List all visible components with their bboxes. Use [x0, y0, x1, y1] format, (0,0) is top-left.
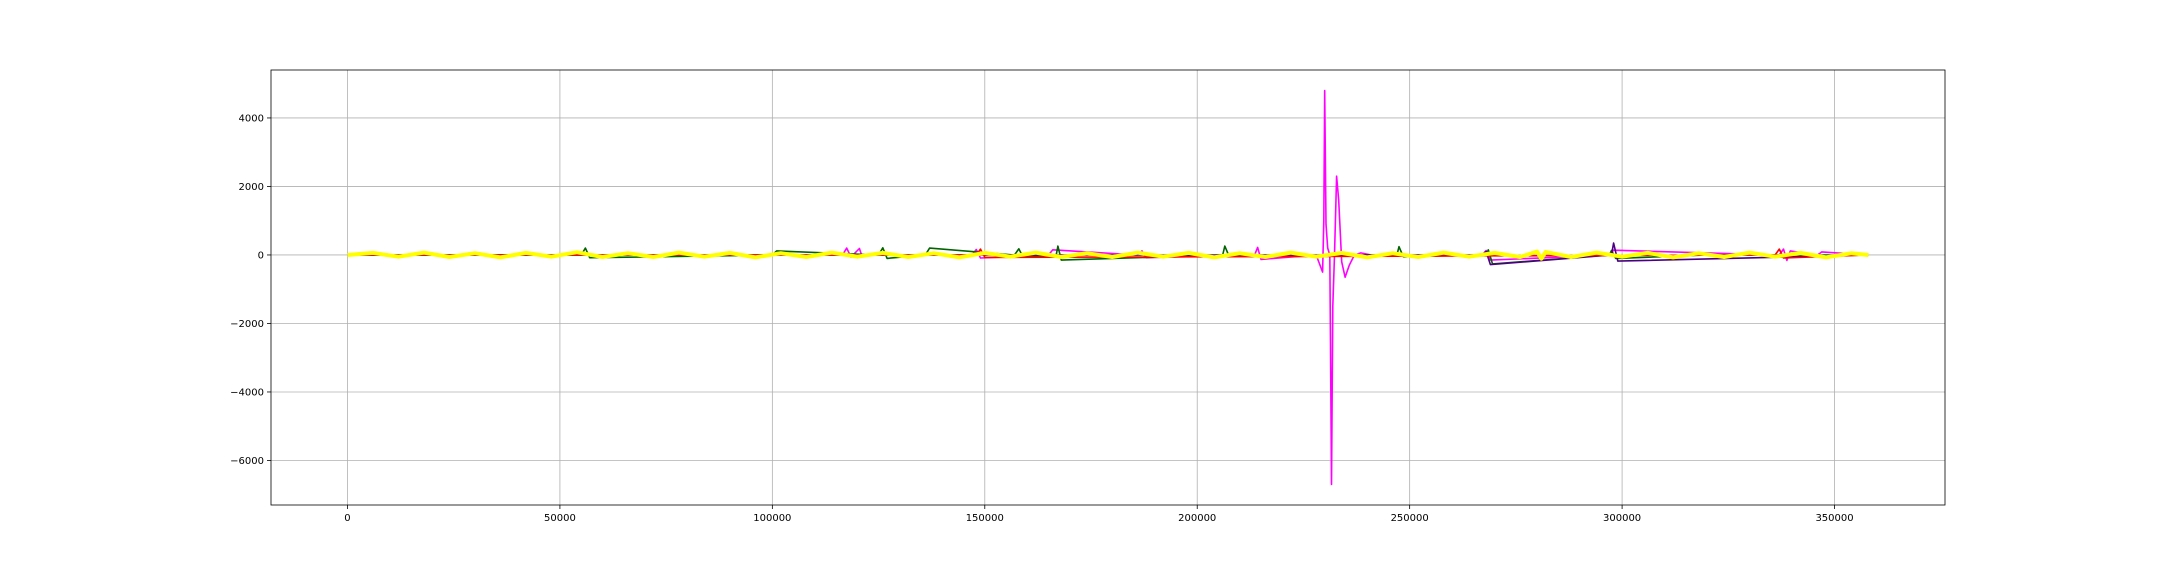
tick-layer: 0 50000 100000 150000 200000 250000 300000 3500…	[230, 113, 1853, 524]
y-tick-label: 4000	[239, 113, 264, 124]
y-tick-label: −2000	[230, 319, 264, 330]
x-tick-label: 50000	[544, 513, 576, 524]
axes-frame	[270, 69, 1946, 506]
series-line-0	[347, 89, 1869, 486]
x-tick-label: 150000	[966, 513, 1004, 524]
grid-layer	[271, 70, 1945, 505]
y-tick-label: −6000	[230, 456, 264, 467]
x-tick-label: 250000	[1391, 513, 1429, 524]
series-layer	[347, 89, 1869, 486]
x-tick-label: 300000	[1603, 513, 1641, 524]
y-tick-label: 2000	[239, 182, 264, 193]
y-tick-label: −4000	[230, 387, 264, 398]
x-tick-label: 0	[344, 513, 350, 524]
x-tick-label: 200000	[1178, 513, 1216, 524]
x-tick-label: 350000	[1815, 513, 1853, 524]
y-tick-label: 0	[258, 250, 264, 261]
series-line-4	[347, 249, 1869, 261]
x-tick-label: 100000	[753, 513, 791, 524]
